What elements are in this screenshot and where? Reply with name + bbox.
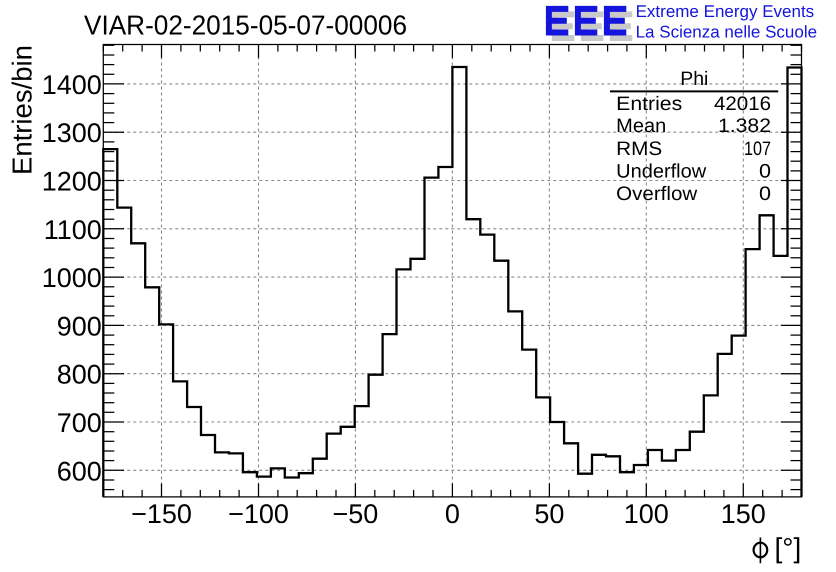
svg-text:1300: 1300 <box>42 118 102 148</box>
svg-text:100: 100 <box>624 499 669 529</box>
svg-text:900: 900 <box>57 311 102 341</box>
svg-text:150: 150 <box>721 499 766 529</box>
svg-text:Extreme Energy Events: Extreme Energy Events <box>636 2 815 21</box>
svg-text:1000: 1000 <box>42 263 102 293</box>
svg-text:RMS: RMS <box>616 138 662 160</box>
svg-text:1400: 1400 <box>42 70 102 100</box>
svg-text:42016: 42016 <box>714 93 771 115</box>
svg-text:1100: 1100 <box>44 215 102 245</box>
svg-text:VIAR-02-2015-05-07-00006: VIAR-02-2015-05-07-00006 <box>84 10 407 41</box>
svg-text:Overflow: Overflow <box>616 183 698 205</box>
svg-text:0: 0 <box>759 160 771 182</box>
svg-text:Entries/bin: Entries/bin <box>7 45 38 175</box>
svg-text:107: 107 <box>744 138 771 160</box>
svg-text:La Scienza nelle Scuole: La Scienza nelle Scuole <box>636 22 817 41</box>
svg-text:0: 0 <box>759 183 771 205</box>
svg-text:−50: −50 <box>332 499 378 529</box>
svg-text:Mean: Mean <box>616 115 666 137</box>
svg-text:−150: −150 <box>131 499 192 529</box>
svg-text:1200: 1200 <box>42 167 102 197</box>
svg-text:−100: −100 <box>228 499 289 529</box>
svg-text:600: 600 <box>57 456 102 486</box>
svg-text:50: 50 <box>534 499 564 529</box>
svg-text:Phi: Phi <box>680 68 708 90</box>
svg-text:1.382: 1.382 <box>718 115 771 137</box>
svg-text:Entries: Entries <box>616 93 682 115</box>
svg-text:Underflow: Underflow <box>616 160 707 182</box>
svg-text:800: 800 <box>57 360 102 390</box>
svg-text:[°]: [°] <box>775 533 802 564</box>
svg-text:700: 700 <box>57 408 102 438</box>
svg-text:0: 0 <box>445 499 460 529</box>
